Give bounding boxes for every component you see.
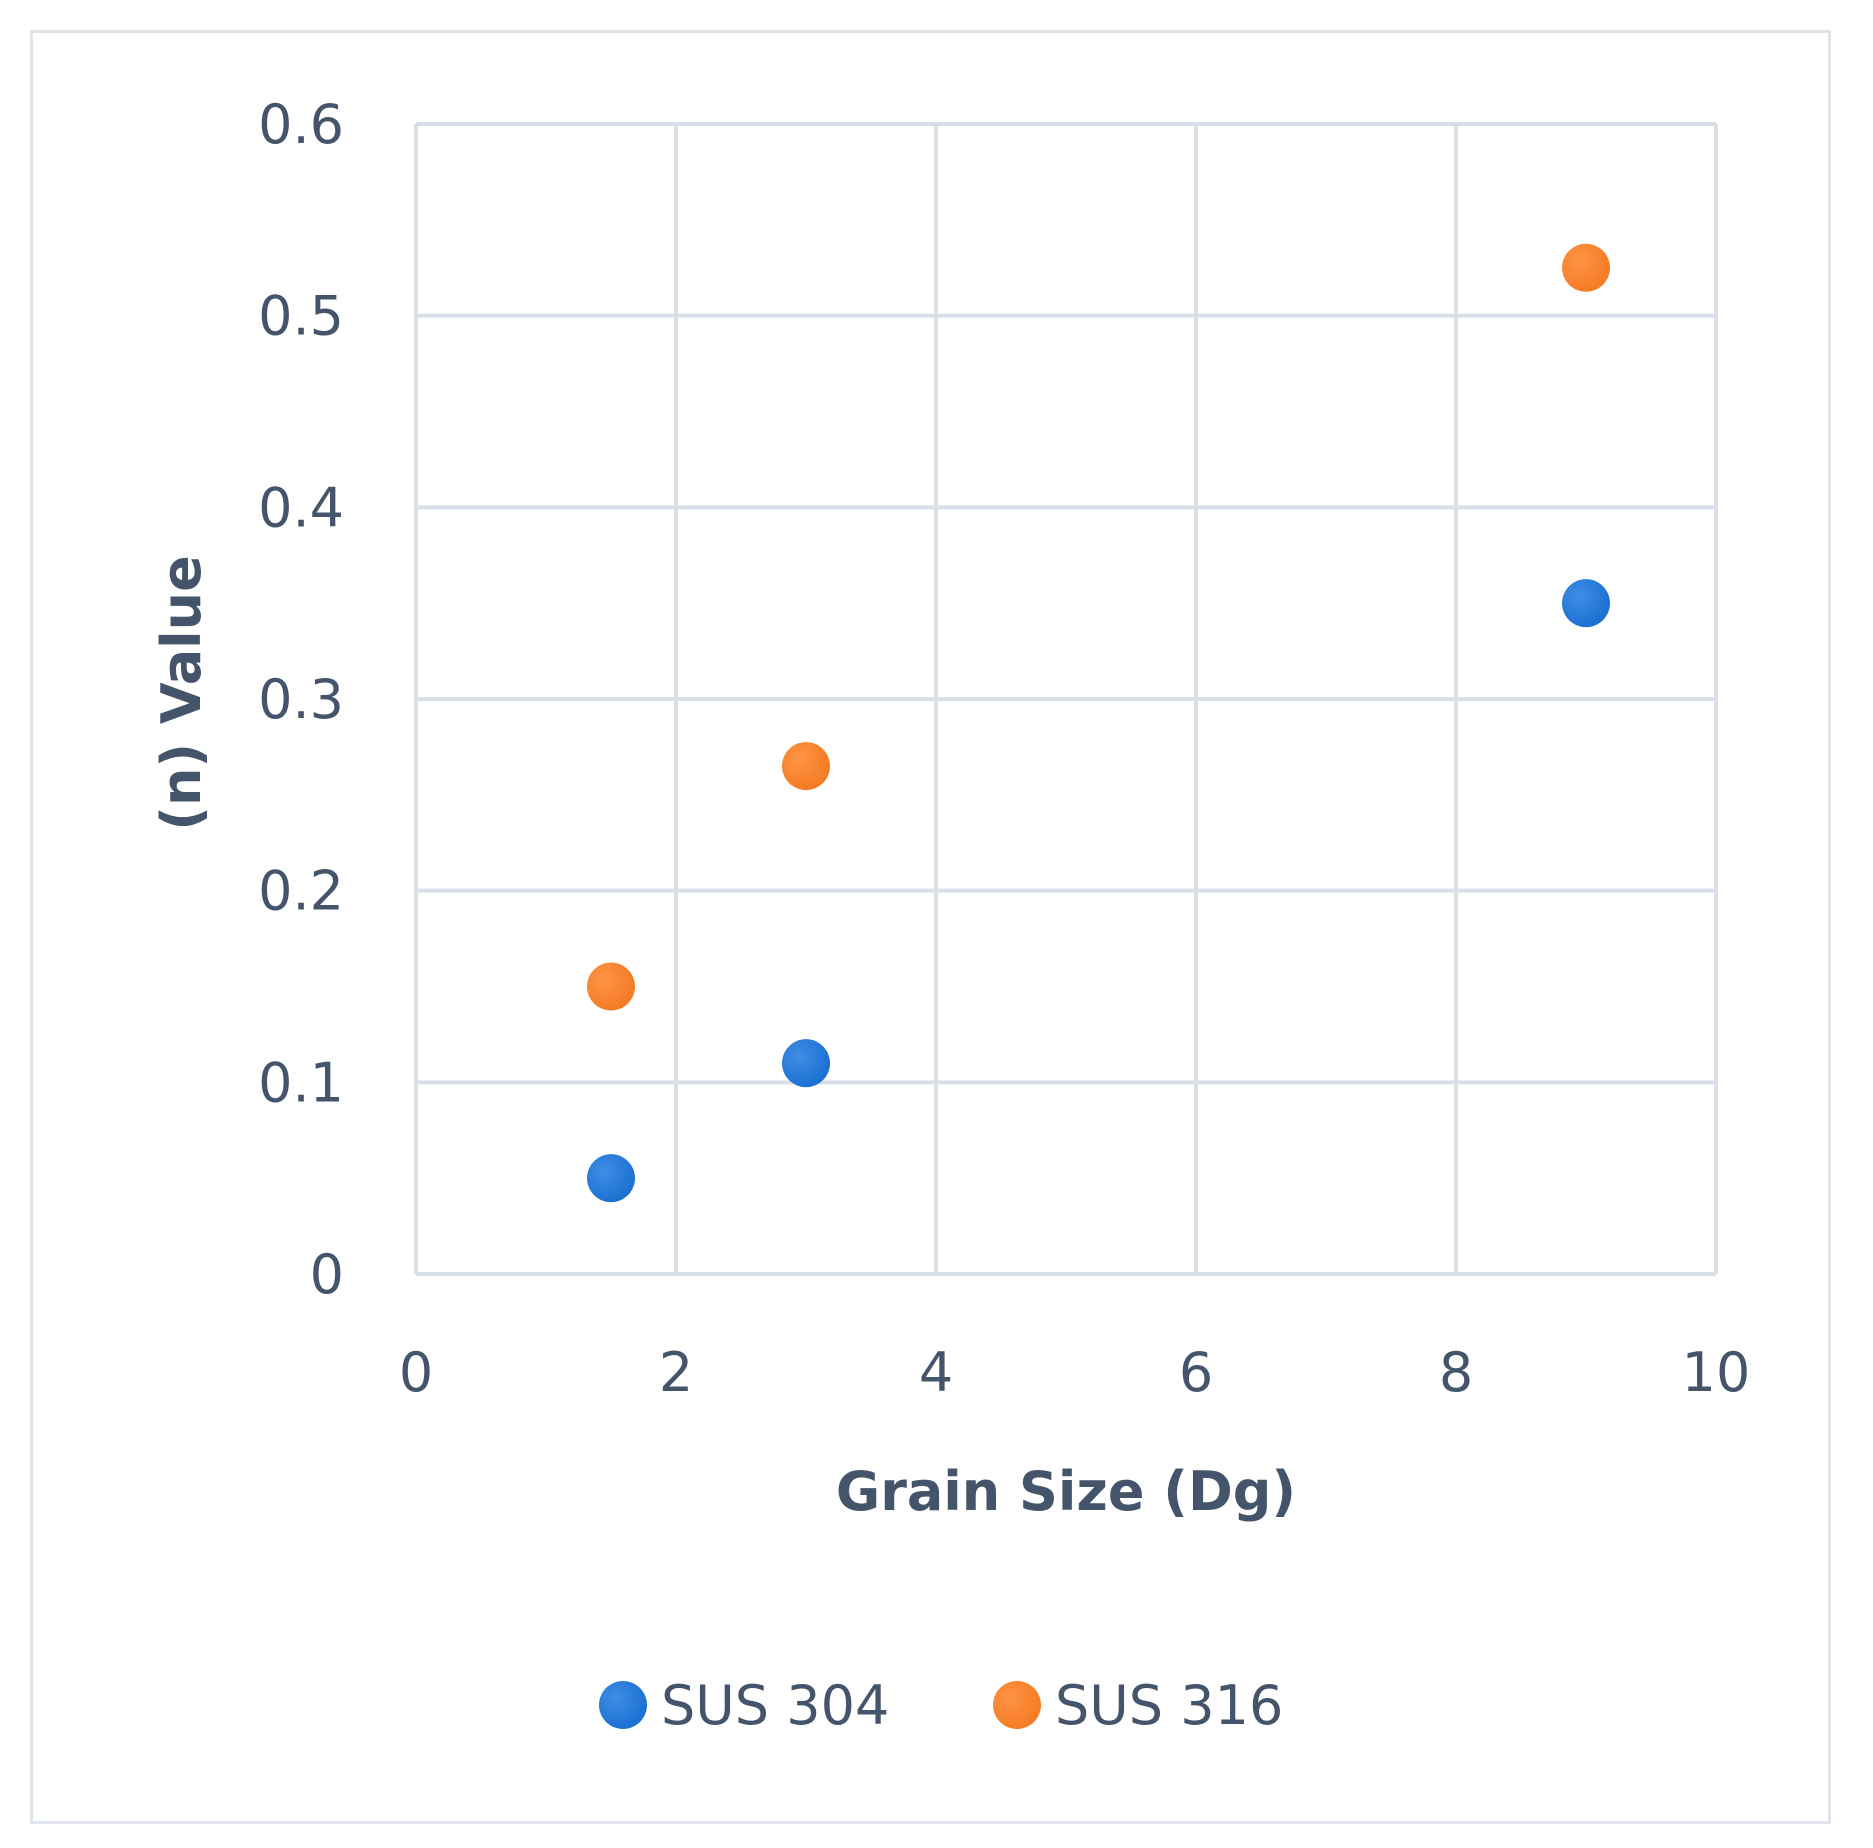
y-tick-label: 0 — [310, 1243, 344, 1306]
x-axis-title: Grain Size (Dg) — [836, 1460, 1296, 1523]
legend: SUS 304 SUS 316 — [599, 1674, 1283, 1737]
y-tick-label: 0.4 — [258, 476, 344, 539]
point-series-1-2 — [1562, 243, 1610, 292]
legend-label-1: SUS 316 — [1055, 1674, 1283, 1737]
chart-frame — [30, 30, 1831, 1824]
gridlines — [414, 122, 1718, 1276]
y-tick-label: 0.6 — [258, 93, 344, 156]
x-tick-labels: 0 2 4 6 8 10 — [399, 1341, 1751, 1404]
point-series-0-1 — [782, 1039, 830, 1088]
y-tick-label: 0.1 — [258, 1051, 344, 1114]
y-tick-label: 0.3 — [258, 668, 344, 731]
y-axis-title: (n) Value — [150, 555, 213, 830]
y-tick-label: 0.2 — [258, 860, 344, 923]
y-tick-label: 0.5 — [258, 285, 344, 348]
legend-marker-0 — [599, 1681, 647, 1729]
point-series-0-2 — [1562, 579, 1610, 628]
point-series-0-0 — [587, 1154, 635, 1203]
x-tick-label: 10 — [1682, 1341, 1751, 1404]
x-tick-label: 4 — [919, 1341, 953, 1404]
point-series-1-0 — [587, 962, 635, 1011]
x-tick-label: 8 — [1439, 1341, 1473, 1404]
legend-label-0: SUS 304 — [661, 1674, 889, 1737]
data-points — [587, 243, 1610, 1203]
x-tick-label: 2 — [659, 1341, 693, 1404]
point-series-1-1 — [782, 742, 830, 791]
y-tick-labels: 0 0.1 0.2 0.3 0.4 0.5 0.6 — [258, 93, 344, 1306]
x-tick-label: 0 — [399, 1341, 433, 1404]
x-tick-label: 6 — [1179, 1341, 1213, 1404]
legend-marker-1 — [993, 1681, 1041, 1729]
